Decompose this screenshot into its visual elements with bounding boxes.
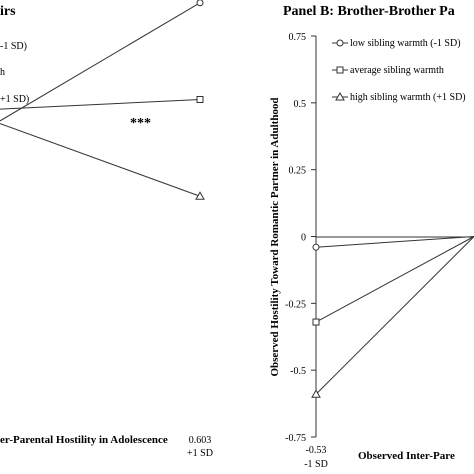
panel-a-x-axis-label: er-Parental Hostility in Adolescence — [0, 434, 168, 446]
panel-b-series-1-point — [312, 243, 320, 251]
panel-a-x-tick-label: 0.603 — [189, 435, 212, 446]
panel-b-series-line-2 — [315, 236, 474, 323]
panel-b-series-line-3 — [315, 236, 474, 395]
panel-a-legend: -1 SD) h +1 SD) — [0, 41, 29, 105]
panel-b-series-2-point — [312, 318, 320, 326]
panel-b-y-axis-label: Observed Hostility Toward Romantic Partn… — [269, 97, 281, 376]
panel-b-series-line-1 — [315, 236, 474, 248]
panel-b-y-tick-label: 0.25 — [289, 166, 307, 177]
panel-b-legend-circle-icon — [336, 39, 344, 47]
panel-a-significance-annotation: *** — [130, 116, 151, 131]
panel-b-x-tick-sublabel: -1 SD — [304, 459, 328, 470]
panel-b-series-3-point — [311, 389, 321, 398]
panel-b-x-tick-label: -0.53 — [306, 445, 327, 456]
panel-b-y-tick-label: 0 — [301, 233, 306, 244]
panel-b-legend-square-icon — [336, 66, 344, 74]
panel-b-legend: low sibling warmth (-1 SD) average sibli… — [332, 38, 466, 103]
panel-b-y-tick-label: -0.75 — [285, 433, 306, 444]
panel-a-title: irs — [0, 4, 16, 19]
panel-a-series-line-3 — [0, 123, 201, 197]
panel-b-x-axis-label: Observed Inter-Pare — [358, 450, 455, 462]
panel-b: Panel B: Brother-Brother Pa 0.750.50.250… — [269, 4, 474, 470]
panel-a-legend-label-3: +1 SD) — [0, 94, 29, 105]
panel-a-series-1-point — [196, 0, 204, 7]
panel-a-series-line-2 — [0, 99, 201, 110]
panel-a-series-3-point — [195, 191, 205, 200]
panel-b-legend-label-2: average sibling warmth — [350, 65, 444, 76]
panel-b-y-tick-label: -0.25 — [285, 299, 306, 310]
panel-b-y-tick-label: 0.5 — [294, 99, 307, 110]
panel-a-series-group — [0, 0, 205, 200]
panel-b-title: Panel B: Brother-Brother Pa — [283, 4, 455, 19]
panel-a-legend-label-1: -1 SD) — [0, 41, 27, 52]
panel-a-series-line-1 — [0, 2, 201, 122]
panel-b-legend-triangle-icon — [335, 91, 345, 101]
panel-a: irs -1 SD) h +1 SD) *** er-Parental Host… — [0, 0, 213, 459]
panel-b-y-tick-label: 0.75 — [289, 32, 307, 43]
panel-b-y-tick-label: -0.5 — [290, 366, 306, 377]
panel-a-series-2-point — [196, 96, 204, 103]
panel-b-legend-label-1: low sibling warmth (-1 SD) — [350, 38, 461, 49]
panel-b-series-group — [311, 236, 474, 398]
panel-a-x-tick-sublabel: +1 SD — [187, 448, 213, 459]
panel-b-legend-label-3: high sibling warmth (+1 SD) — [350, 92, 466, 103]
panel-a-legend-label-2: h — [0, 67, 5, 78]
panel-b-y-ticks: 0.75 0.5 0.25 0 -0.25 -0.5 -0.75 — [285, 32, 316, 444]
